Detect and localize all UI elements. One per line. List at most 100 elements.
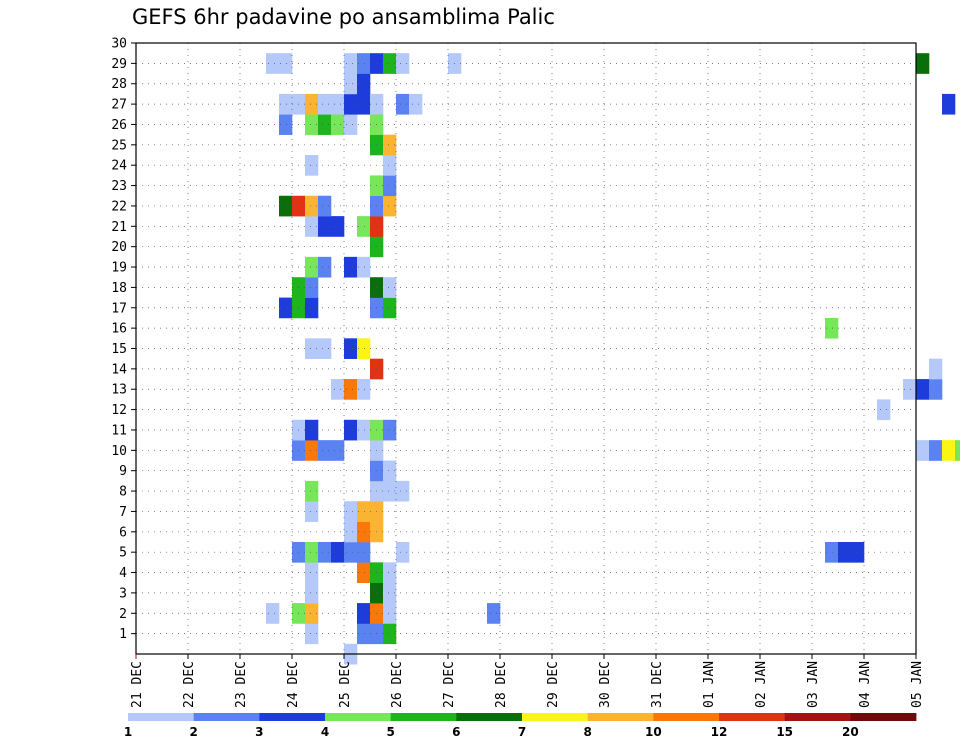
heatmap-cell	[383, 53, 397, 74]
x-tick-label: 01 JAN	[702, 661, 717, 708]
heatmap-cell	[331, 216, 345, 237]
heatmap-cell	[305, 114, 319, 135]
y-tick-label: 28	[111, 77, 127, 92]
heatmap-cell	[318, 93, 332, 115]
chart-title: GEFS 6hr padavine po ansamblima Palic	[132, 5, 555, 29]
colorbar-segment	[456, 713, 523, 721]
colorbar-tick-label: 2	[189, 725, 197, 739]
heatmap-cell	[305, 338, 319, 359]
heatmap-cell	[383, 460, 397, 482]
heatmap-cell	[344, 93, 358, 115]
colorbar-tick-label: 10	[645, 725, 662, 739]
heatmap-cell	[266, 53, 280, 74]
heatmap-cell	[305, 277, 319, 298]
heatmap-cell	[357, 93, 371, 115]
heatmap-cell	[331, 114, 345, 135]
heatmap-cell	[279, 114, 293, 135]
x-tick-label: 29 DEC	[546, 661, 561, 708]
heatmap-cell	[357, 562, 371, 584]
heatmap-cell	[357, 216, 371, 237]
y-axis: 1234567891011121314151617181920212223242…	[111, 37, 136, 642]
colorbar-segment	[259, 713, 326, 721]
x-tick-label: 24 DEC	[286, 661, 301, 708]
y-tick-label: 3	[119, 586, 127, 601]
y-tick-label: 17	[111, 301, 127, 316]
heatmap-cell	[383, 480, 397, 502]
heatmap-cell	[305, 501, 319, 522]
heatmap-cell	[331, 440, 345, 461]
x-tick-label: 05 JAN	[910, 661, 925, 708]
colorbar-segment	[719, 713, 786, 721]
y-tick-label: 14	[111, 362, 127, 377]
heatmap-cell	[305, 256, 319, 278]
heatmap-cell	[305, 582, 319, 604]
colorbar-segment	[128, 713, 195, 721]
heatmap-cell	[929, 440, 943, 461]
heatmap-cell	[344, 419, 358, 441]
heatmap-cell	[305, 562, 319, 584]
heatmap-cell	[344, 256, 358, 278]
y-tick-label: 10	[111, 444, 127, 459]
heatmap-cell	[916, 379, 930, 400]
heatmap-cell	[409, 93, 423, 115]
heatmap-cell	[318, 541, 332, 563]
colorbar-segment	[653, 713, 720, 721]
y-tick-label: 7	[119, 505, 127, 520]
heatmap-cell	[357, 419, 371, 441]
y-tick-label: 5	[119, 546, 127, 561]
y-tick-label: 1	[119, 627, 127, 642]
heatmap-cell	[357, 338, 371, 359]
y-tick-label: 27	[111, 98, 127, 113]
heatmap-cell	[344, 501, 358, 522]
heatmap-cell	[383, 419, 397, 441]
heatmap-cell	[279, 195, 293, 217]
heatmap-cell	[383, 277, 397, 298]
y-tick-label: 25	[111, 138, 127, 153]
heatmap-cell	[383, 195, 397, 217]
y-tick-label: 20	[111, 240, 127, 255]
x-tick-label: 31 DEC	[650, 661, 665, 708]
heatmap-cell	[916, 440, 930, 461]
colorbar-segment	[587, 713, 654, 721]
heatmap-cell	[331, 379, 345, 400]
heatmap-cell	[305, 541, 319, 563]
heatmap-cell	[318, 256, 332, 278]
heatmap-cell	[344, 53, 358, 74]
heatmap-cell	[396, 480, 410, 502]
heatmap-cell	[344, 338, 358, 359]
heatmap-cell	[357, 603, 371, 624]
y-tick-label: 22	[111, 199, 127, 214]
colorbar-tick-label: 12	[711, 725, 728, 739]
heatmap-cell	[344, 73, 358, 95]
heatmap-cell	[318, 440, 332, 461]
colorbar-tick-label: 7	[518, 725, 526, 739]
heatmap-cell	[487, 603, 501, 624]
x-tick-label: 25 DEC	[338, 661, 353, 708]
y-tick-label: 23	[111, 179, 127, 194]
heatmap-cell	[825, 317, 839, 339]
y-tick-label: 21	[111, 220, 127, 235]
heatmap-cell	[318, 338, 332, 359]
heatmap-cell	[305, 297, 319, 319]
colorbar-tick-label: 4	[321, 725, 329, 739]
colorbar-tick-label: 6	[452, 725, 460, 739]
y-tick-label: 16	[111, 322, 127, 337]
x-tick-label: 02 JAN	[754, 661, 769, 708]
heatmap-cell	[344, 541, 358, 563]
heatmap-cell	[851, 541, 865, 563]
y-tick-label: 13	[111, 383, 127, 398]
heatmap-cell	[357, 73, 371, 95]
y-tick-label: 24	[111, 159, 127, 174]
x-tick-label: 28 DEC	[494, 661, 509, 708]
heatmap-cell	[331, 93, 345, 115]
heatmap-cell	[344, 379, 358, 400]
heatmap-cell	[305, 216, 319, 237]
heatmap-cell	[344, 521, 358, 543]
colorbar-tick-label: 5	[386, 725, 394, 739]
heatmap-cell	[305, 623, 319, 645]
x-tick-label: 04 JAN	[858, 661, 873, 708]
heatmap-cell	[357, 623, 371, 645]
x-tick-label: 03 JAN	[806, 661, 821, 708]
heatmap-cell	[383, 155, 397, 176]
heatmap-cell	[331, 541, 345, 563]
